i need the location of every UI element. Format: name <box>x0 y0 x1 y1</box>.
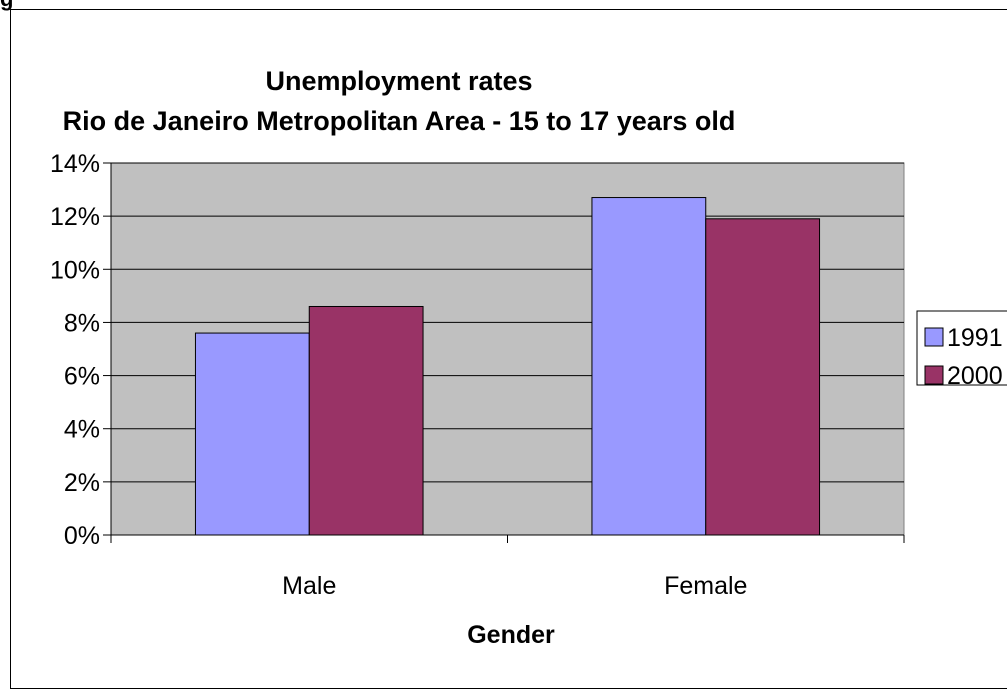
bars <box>194 197 821 536</box>
legend-label: 1991 <box>947 324 1003 352</box>
y-tick-label: 14% <box>50 150 100 178</box>
legend-swatch <box>924 327 944 347</box>
y-tick-label: 2% <box>64 469 100 497</box>
axes <box>103 162 905 543</box>
bar-2000-female <box>705 218 821 536</box>
chart-title-line-1: Unemployment rates <box>265 66 532 96</box>
y-tick-label: 0% <box>64 522 100 550</box>
bar-1991-female <box>591 197 707 536</box>
y-tick-label: 6% <box>64 363 100 391</box>
x-category-labels: Male Female <box>282 572 747 600</box>
y-tick-label: 4% <box>64 416 100 444</box>
bar-chart: Unemployment rates Rio de Janeiro Metrop… <box>50 66 1007 649</box>
bar-2000-male <box>308 305 424 536</box>
legend-swatch <box>924 365 944 385</box>
chart-title-line-2: Rio de Janeiro Metropolitan Area - 15 to… <box>63 106 736 136</box>
x-category-label: Male <box>282 572 336 600</box>
chart-title: Unemployment rates Rio de Janeiro Metrop… <box>63 66 736 136</box>
y-tick-label: 8% <box>64 309 100 337</box>
y-tick-label: 12% <box>50 203 100 231</box>
y-tick-labels: 0% 2% 4% 6% 8% 10% 12% 14% <box>50 150 100 550</box>
legend-label: 2000 <box>947 362 1003 390</box>
figure-letter: g <box>0 0 13 12</box>
legend: 1991 2000 <box>916 310 1007 390</box>
x-category-label: Female <box>664 572 747 600</box>
y-tick-label: 10% <box>50 256 100 284</box>
x-axis-title: Gender <box>467 621 555 649</box>
bar-1991-male <box>194 332 310 536</box>
chart-area: Unemployment rates Rio de Janeiro Metrop… <box>10 9 1007 689</box>
